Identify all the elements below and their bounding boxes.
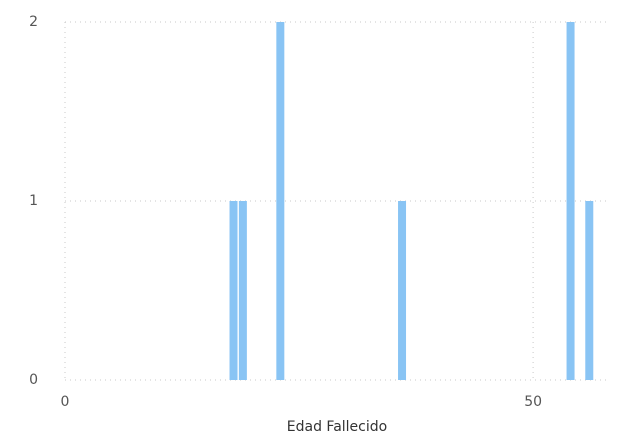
bar [276,22,285,380]
bar [398,201,407,380]
x-tick-label: 50 [524,394,542,410]
y-tick-label: 1 [29,193,38,209]
y-tick-label: 0 [29,372,38,388]
bar [585,201,594,380]
bar [566,22,575,380]
bar [238,201,247,380]
y-tick-label: 2 [29,14,38,30]
bar [229,201,238,380]
x-tick-label: 0 [61,394,70,410]
x-axis-label: Edad Fallecido [287,419,387,435]
